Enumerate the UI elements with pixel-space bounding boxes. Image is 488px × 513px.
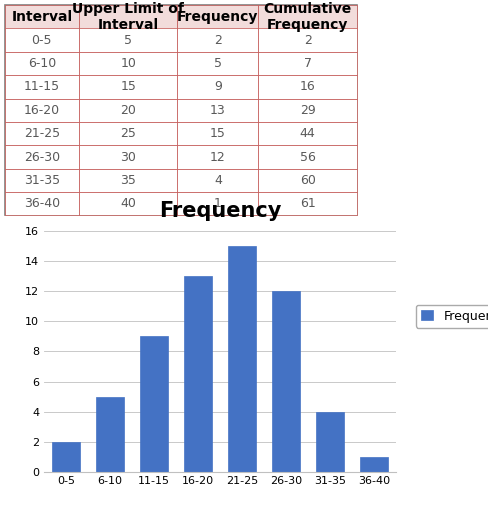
- Bar: [5, 192, 79, 215]
- Text: 2: 2: [303, 34, 311, 47]
- Text: 5: 5: [124, 34, 132, 47]
- Text: 12: 12: [209, 150, 225, 164]
- Text: 5: 5: [213, 57, 222, 70]
- Bar: [258, 145, 356, 169]
- Bar: [315, 411, 344, 472]
- Text: 40: 40: [120, 198, 136, 210]
- Bar: [258, 29, 356, 52]
- Bar: [79, 169, 177, 192]
- Text: 35: 35: [120, 174, 136, 187]
- Bar: [79, 192, 177, 215]
- Bar: [79, 52, 177, 75]
- Text: Cumulative
Frequency: Cumulative Frequency: [263, 2, 351, 32]
- Bar: [177, 122, 258, 145]
- Text: Frequency: Frequency: [177, 10, 258, 24]
- Text: 15: 15: [209, 127, 225, 140]
- Bar: [183, 276, 212, 472]
- Title: Frequency: Frequency: [159, 201, 281, 221]
- Text: 11-15: 11-15: [24, 81, 60, 93]
- Text: 21-25: 21-25: [24, 127, 60, 140]
- Bar: [258, 192, 356, 215]
- Text: 0-5: 0-5: [32, 34, 52, 47]
- Bar: [5, 75, 79, 98]
- Bar: [258, 75, 356, 98]
- Bar: [177, 145, 258, 169]
- Bar: [271, 291, 300, 472]
- Text: 4: 4: [214, 174, 222, 187]
- Text: Upper Limit of
Interval: Upper Limit of Interval: [72, 2, 183, 32]
- Text: 29: 29: [299, 104, 315, 117]
- Text: 7: 7: [303, 57, 311, 70]
- Text: 31-35: 31-35: [24, 174, 60, 187]
- Bar: [177, 98, 258, 122]
- Text: 61: 61: [299, 198, 315, 210]
- Legend: Frequency: Frequency: [415, 305, 488, 328]
- Bar: [5, 145, 79, 169]
- Bar: [177, 5, 258, 29]
- Text: 44: 44: [299, 127, 315, 140]
- Bar: [140, 337, 168, 472]
- Bar: [5, 5, 79, 29]
- Bar: [177, 29, 258, 52]
- Bar: [177, 75, 258, 98]
- Text: 2: 2: [214, 34, 222, 47]
- Bar: [258, 169, 356, 192]
- Text: 6-10: 6-10: [28, 57, 56, 70]
- Bar: [227, 246, 256, 472]
- Bar: [79, 5, 177, 29]
- Text: 25: 25: [120, 127, 136, 140]
- Bar: [79, 98, 177, 122]
- Text: 60: 60: [299, 174, 315, 187]
- Bar: [5, 169, 79, 192]
- Bar: [96, 397, 124, 472]
- Bar: [258, 5, 356, 29]
- Text: 1: 1: [214, 198, 222, 210]
- Text: 20: 20: [120, 104, 136, 117]
- Bar: [5, 29, 79, 52]
- Text: 30: 30: [120, 150, 136, 164]
- Bar: [359, 457, 387, 472]
- Bar: [79, 75, 177, 98]
- Text: 16-20: 16-20: [24, 104, 60, 117]
- Bar: [5, 52, 79, 75]
- Bar: [258, 52, 356, 75]
- Text: 10: 10: [120, 57, 136, 70]
- Bar: [5, 98, 79, 122]
- Bar: [52, 442, 80, 472]
- Bar: [79, 29, 177, 52]
- Bar: [258, 98, 356, 122]
- Text: 13: 13: [209, 104, 225, 117]
- Text: 16: 16: [299, 81, 315, 93]
- Text: 26-30: 26-30: [24, 150, 60, 164]
- Bar: [79, 122, 177, 145]
- Text: 15: 15: [120, 81, 136, 93]
- Text: 9: 9: [214, 81, 222, 93]
- Bar: [258, 122, 356, 145]
- Bar: [5, 122, 79, 145]
- Text: 36-40: 36-40: [24, 198, 60, 210]
- Bar: [79, 145, 177, 169]
- Text: Interval: Interval: [11, 10, 72, 24]
- Bar: [177, 192, 258, 215]
- Bar: [177, 169, 258, 192]
- Bar: [177, 52, 258, 75]
- Text: 56: 56: [299, 150, 315, 164]
